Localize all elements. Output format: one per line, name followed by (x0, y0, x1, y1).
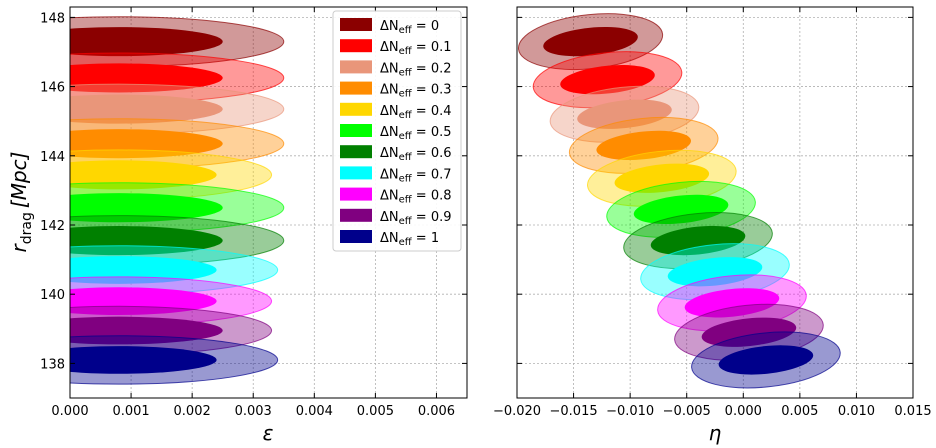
legend-swatch (340, 209, 372, 222)
x-tick-label: 0.015 (894, 404, 931, 419)
legend-label: ΔNeff = 0.4 (380, 104, 452, 121)
left-contours (0, 17, 284, 384)
legend-label: ΔNeff = 0.5 (380, 125, 452, 142)
legend-swatch (340, 60, 372, 73)
legend-swatch (340, 166, 372, 179)
y-tick-label: 146 (40, 81, 65, 96)
right-panel: −0.020 −0.015 −0.010 −0.005 0.000 0.005 0.010 0… (493, 7, 932, 445)
contour-1sigma (15, 27, 223, 56)
x-tick-label: −0.015 (550, 404, 598, 419)
x-tick-label: 0.010 (838, 404, 875, 419)
legend-swatch (340, 124, 372, 137)
left-x-axis-label: ε (263, 421, 274, 445)
legend-label: ΔNeff = 0.1 (380, 40, 452, 57)
right-contours (516, 7, 843, 394)
legend-swatch (340, 103, 372, 116)
legend-swatch (340, 18, 372, 31)
legend-label: ΔNeff = 0.8 (380, 189, 452, 206)
x-tick-label: 0.006 (418, 404, 455, 419)
y-tick-label: 140 (40, 288, 65, 303)
legend-label: ΔNeff = 0.7 (380, 167, 452, 184)
legend-swatch (340, 230, 372, 243)
x-tick-label: 0.000 (51, 404, 88, 419)
x-tick-label: −0.020 (493, 404, 541, 419)
ylabel-unit: [Mpc] (7, 152, 31, 209)
x-tick-label: 0.005 (781, 404, 818, 419)
legend-swatch (340, 39, 372, 52)
x-tick-label: 0.001 (112, 404, 149, 419)
left-y-axis-label: rdrag[Mpc] (7, 152, 35, 253)
right-x-axis-label: η (709, 421, 722, 445)
x-tick-label: 0.004 (296, 404, 333, 419)
ylabel-sub: drag (19, 212, 35, 244)
x-tick-label: −0.010 (606, 404, 654, 419)
x-tick-label: −0.005 (663, 404, 711, 419)
legend-swatch (340, 188, 372, 201)
x-tick-label: 0.005 (357, 404, 394, 419)
legend-swatch (340, 82, 372, 95)
legend-label: ΔNeff = 0.3 (380, 83, 452, 100)
x-tick-label: 0.003 (235, 404, 272, 419)
y-tick-label: 142 (40, 219, 65, 234)
y-tick-label: 148 (40, 11, 65, 26)
x-tick-label: 0.000 (725, 404, 762, 419)
legend-label: ΔNeff = 0.2 (380, 61, 452, 78)
legend-label: ΔNeff = 0.6 (380, 146, 452, 163)
legend-label: ΔNeff = 0.9 (380, 210, 452, 227)
x-tick-label: 0.002 (174, 404, 211, 419)
y-tick-label: 138 (40, 357, 65, 372)
y-tick-label: 144 (40, 150, 65, 165)
legend-swatch (340, 145, 372, 158)
